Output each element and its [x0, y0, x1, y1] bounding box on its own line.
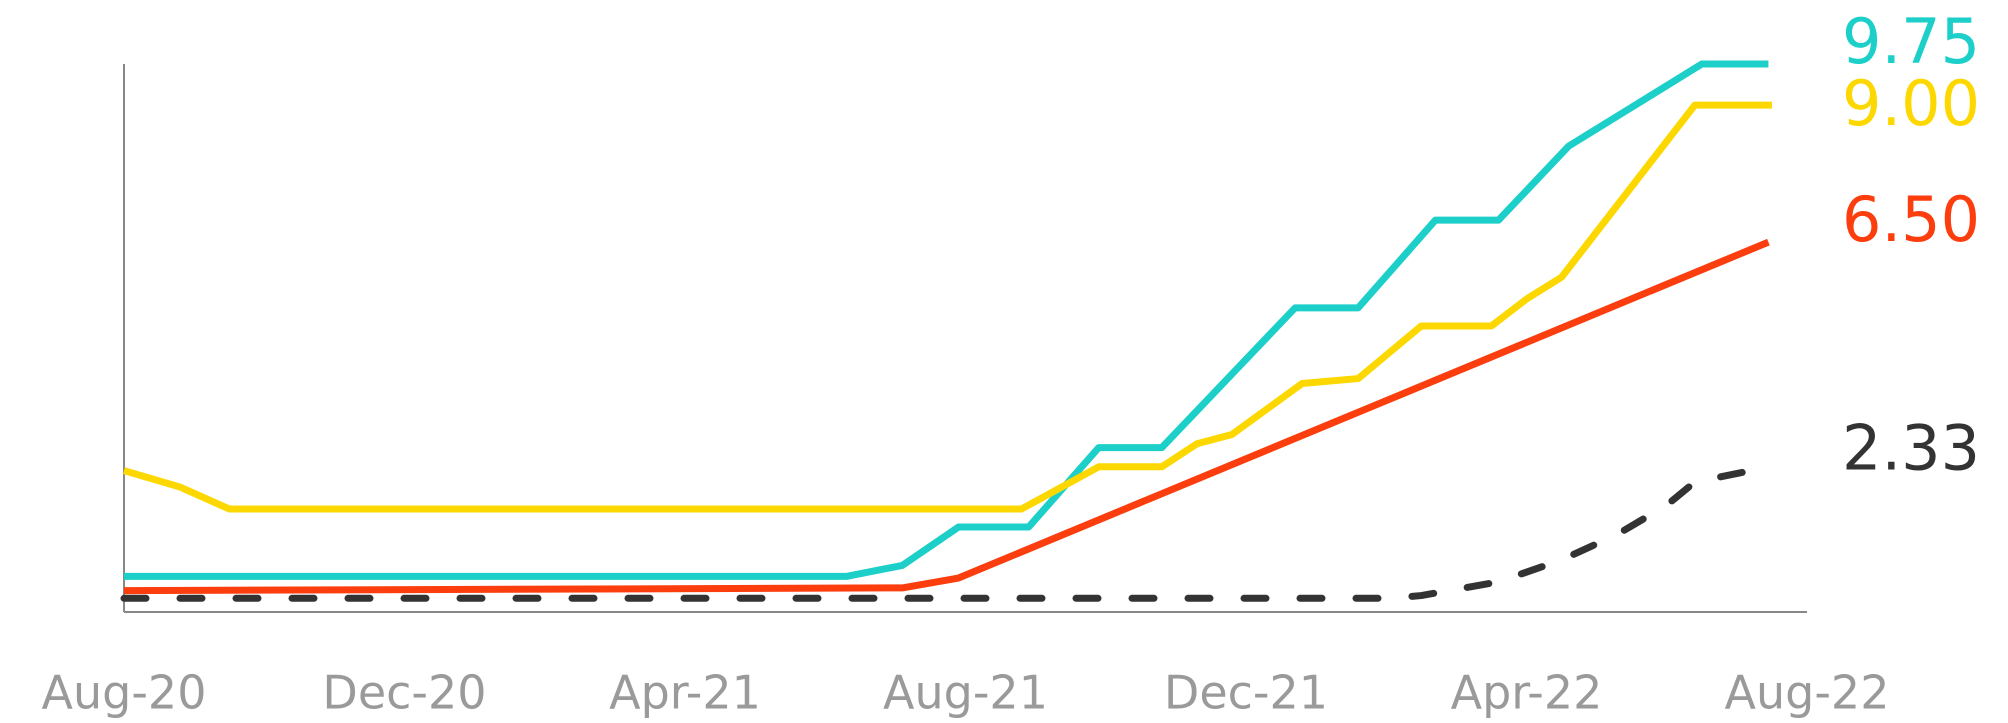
x-tick-label: Aug-22 — [1725, 666, 1890, 720]
end-label: 6.50 — [1842, 183, 1980, 256]
x-tick-label: Apr-22 — [1451, 666, 1603, 720]
end-label: 9.00 — [1842, 67, 1980, 140]
end-label: 9.75 — [1842, 5, 1980, 78]
x-tick-label: Aug-20 — [42, 666, 207, 720]
x-tick-label: Apr-21 — [609, 666, 761, 720]
series-line — [120, 467, 1755, 602]
series-line — [123, 101, 1772, 513]
x-tick-label: Dec-21 — [1164, 666, 1328, 720]
x-tick-label: Dec-20 — [322, 666, 486, 720]
series-line — [123, 238, 1770, 595]
x-tick-label: Aug-21 — [883, 666, 1048, 720]
end-label: 2.33 — [1842, 412, 1980, 485]
series-line — [124, 60, 1769, 580]
